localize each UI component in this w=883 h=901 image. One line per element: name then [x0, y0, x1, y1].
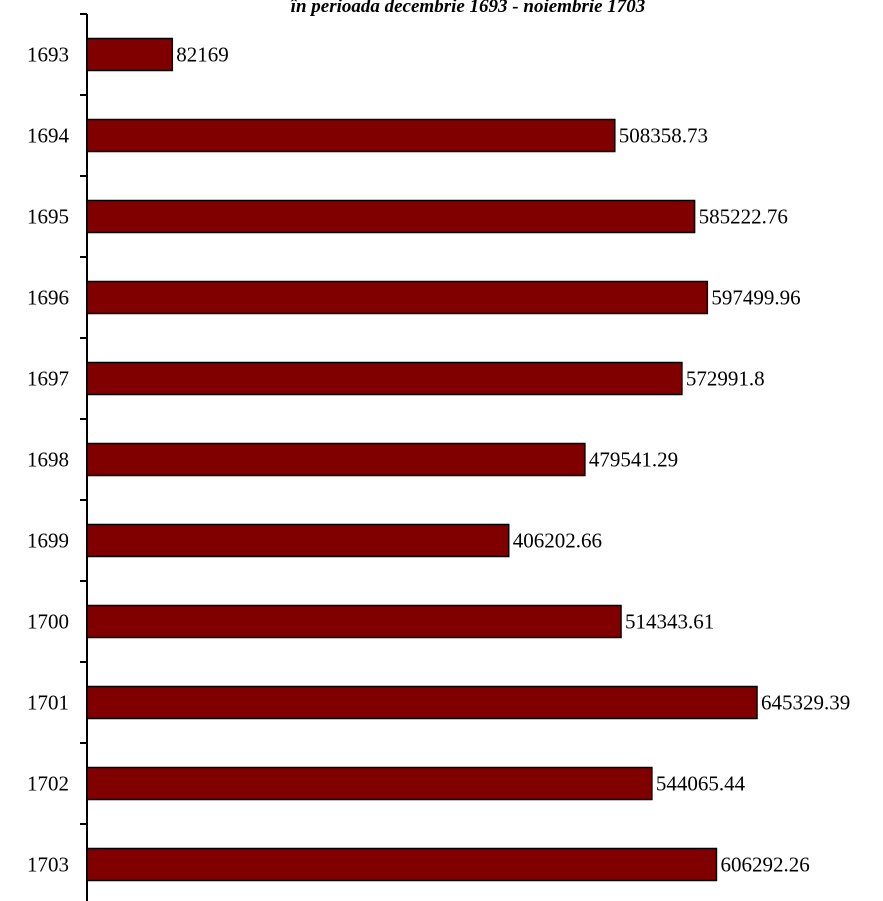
category-label-1700: 1700 [27, 610, 69, 634]
bar-1702 [86, 766, 653, 801]
category-label-1697: 1697 [27, 367, 69, 391]
category-label-1698: 1698 [27, 448, 69, 472]
category-label-1696: 1696 [27, 286, 69, 310]
value-label-1697: 572991.8 [686, 367, 765, 391]
bar-1696 [86, 280, 709, 315]
value-label-1699: 406202.66 [513, 529, 602, 553]
category-label-1699: 1699 [27, 529, 69, 553]
value-label-1700: 514343.61 [625, 610, 714, 634]
value-label-1701: 645329.39 [761, 691, 850, 715]
bar-1700 [86, 604, 622, 639]
value-label-1702: 544065.44 [656, 772, 746, 796]
category-label-1702: 1702 [27, 772, 69, 796]
category-label-1693: 1693 [27, 43, 69, 67]
bar-1697 [86, 361, 683, 396]
category-label-1701: 1701 [27, 691, 69, 715]
bar-1703 [86, 847, 718, 882]
category-label-1703: 1703 [27, 853, 69, 877]
value-label-1696: 597499.96 [711, 286, 800, 310]
bar-1693 [86, 37, 174, 72]
bar-1699 [86, 523, 510, 558]
category-label-1694: 1694 [27, 124, 70, 148]
y-axis-ticks [80, 13, 87, 825]
value-label-1703: 606292.26 [720, 853, 809, 877]
value-label-1693: 82169 [176, 43, 229, 67]
bars [86, 37, 758, 882]
bar-1701 [86, 685, 758, 720]
value-label-1698: 479541.29 [589, 448, 678, 472]
value-label-1695: 585222.76 [699, 205, 788, 229]
bar-1695 [86, 199, 696, 234]
value-label-1694: 508358.73 [619, 124, 708, 148]
value-labels: 82169 508358.73 585222.76 597499.96 572991.8… [176, 43, 850, 877]
bar-1698 [86, 442, 586, 477]
category-labels: 1693 1694 1695 1696 1697 1698 1699 1700 1701 1702… [27, 43, 70, 877]
bar-1694 [86, 118, 616, 153]
category-label-1695: 1695 [27, 205, 69, 229]
chart-title: în perioada decembrie 1693 - noiembrie 1… [291, 0, 646, 17]
